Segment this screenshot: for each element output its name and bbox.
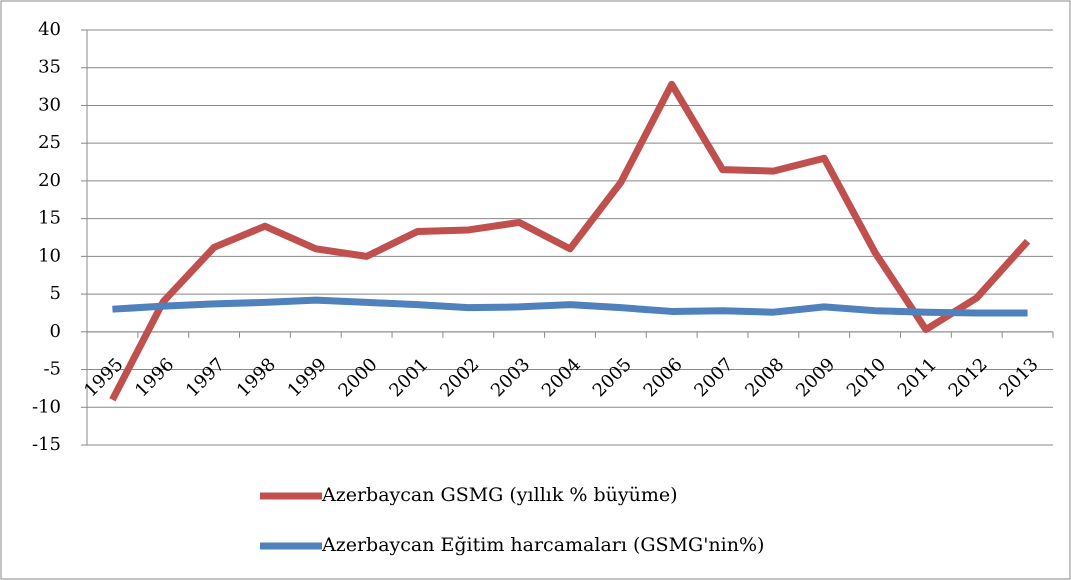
series-line xyxy=(109,80,1031,402)
y-tick-label: 15 xyxy=(38,208,61,229)
y-tick-label: -5 xyxy=(43,359,61,380)
y-tick-label: 20 xyxy=(38,170,61,191)
legend-label: Azerbaycan Eğitim harcamaları (GSMG'nin%… xyxy=(321,534,764,556)
y-tick-label: 40 xyxy=(38,19,61,40)
y-tick-label: 25 xyxy=(38,132,61,153)
y-tick-label: -10 xyxy=(32,396,61,417)
y-tick-label: 0 xyxy=(50,321,61,342)
y-tick-label: 5 xyxy=(50,283,61,304)
legend-label: Azerbaycan GSMG (yıllık % büyüme) xyxy=(321,484,678,506)
series-line xyxy=(112,296,1028,317)
y-tick-label: 30 xyxy=(38,94,61,115)
legend: Azerbaycan GSMG (yıllık % büyüme) Azerbay… xyxy=(260,484,764,556)
y-tick-label: 35 xyxy=(38,57,61,78)
y-tick-label: 10 xyxy=(38,245,61,266)
y-tick-label: -15 xyxy=(32,434,61,455)
